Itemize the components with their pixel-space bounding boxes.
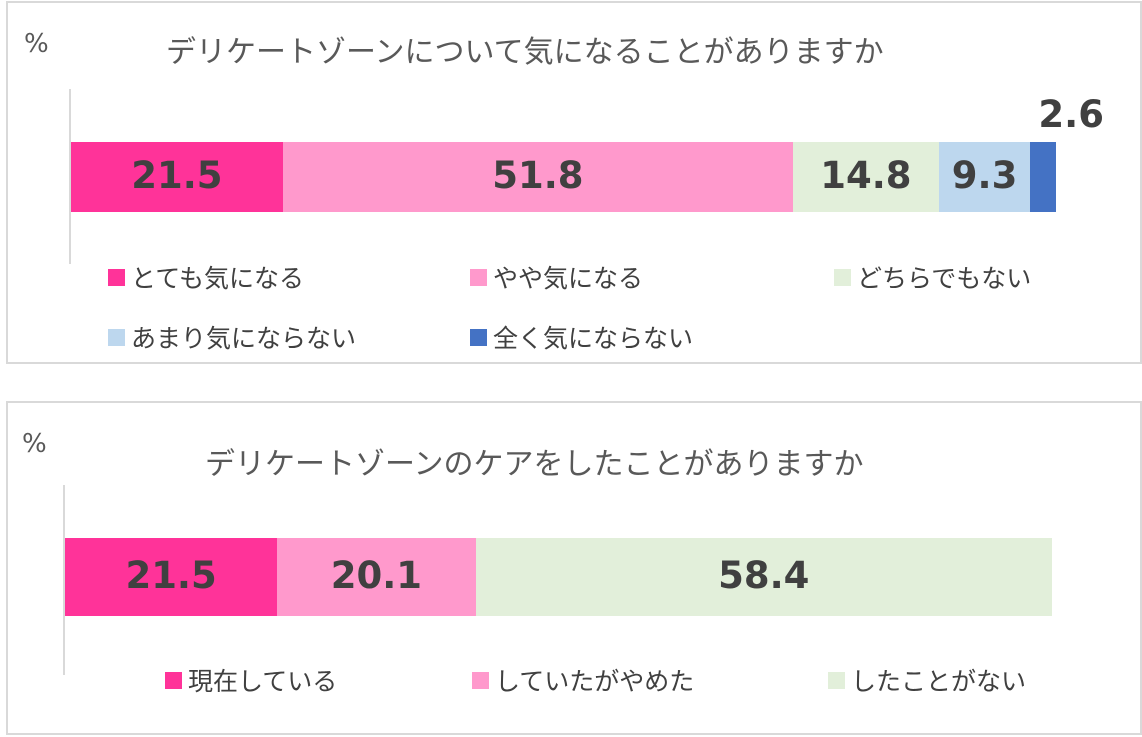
bar-segment-4 <box>938 142 1031 212</box>
legend-item-3: どちらでもない <box>834 259 1031 295</box>
legend-label: 現在している <box>188 667 338 696</box>
legend-item-1: とても気になる <box>108 259 304 295</box>
bar-segment-1 <box>71 142 283 212</box>
chart-panel-delicate-zone-concern: % デリケートゾーンについて気になることがありますか 21.5 51.8 14.8 9… <box>6 1 1142 364</box>
legend-swatch <box>470 328 487 346</box>
legend-label: 全く気にならない <box>493 324 694 353</box>
legend-swatch <box>834 268 851 286</box>
legend-swatch <box>472 671 489 689</box>
data-label-5: 2.6 <box>1038 93 1104 136</box>
bar-segment-5 <box>1030 142 1056 212</box>
chart-title: デリケートゾーンについて気になることがありますか <box>166 35 884 70</box>
data-label-2: 20.1 <box>330 554 423 597</box>
legend-label: どちらでもない <box>857 264 1032 293</box>
legend-swatch <box>108 328 125 346</box>
data-label-4: 9.3 <box>951 154 1018 197</box>
legend-swatch <box>828 671 845 689</box>
legend-swatch <box>470 268 487 286</box>
category-axis <box>69 89 71 264</box>
bar-segment-1 <box>65 538 278 616</box>
unit-label: % <box>24 29 49 59</box>
legend-item-5: 全く気にならない <box>470 319 693 355</box>
chart-panel-delicate-zone-care: % デリケートゾーンのケアをしたことがありますか 21.5 20.1 58.4 現在し… <box>6 401 1142 735</box>
data-label-1: 21.5 <box>125 554 217 597</box>
legend-item-3: したことがない <box>828 662 1026 698</box>
bar-segment-2 <box>282 142 793 212</box>
data-label-3: 58.4 <box>718 554 810 597</box>
legend-item-2: していたがやめた <box>472 662 694 698</box>
bar-segment-2 <box>277 538 476 616</box>
legend-label: あまり気にならない <box>131 324 357 353</box>
legend-item-1: 現在している <box>165 662 337 698</box>
legend-label: していたがやめた <box>495 667 695 696</box>
data-label-2: 51.8 <box>492 154 584 197</box>
chart-title: デリケートゾーンのケアをしたことがありますか <box>205 447 864 482</box>
legend-label: やや気になる <box>493 264 644 293</box>
data-label-3: 14.8 <box>820 154 912 197</box>
legend-swatch <box>165 671 182 689</box>
legend-label: したことがない <box>851 667 1027 696</box>
legend-item-2: やや気になる <box>470 259 643 295</box>
legend-label: とても気になる <box>131 264 305 293</box>
bar-segment-3 <box>475 538 1052 616</box>
legend-item-4: あまり気にならない <box>108 319 356 355</box>
bar-segment-3 <box>793 142 939 212</box>
unit-label: % <box>22 429 47 459</box>
category-axis <box>63 485 65 675</box>
data-label-1: 21.5 <box>131 154 223 197</box>
legend-swatch <box>108 268 125 286</box>
